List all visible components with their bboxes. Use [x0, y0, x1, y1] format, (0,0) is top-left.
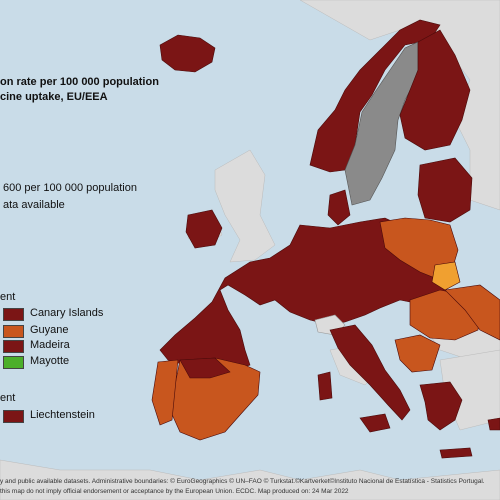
map-footer-line2: this map do not imply official endorseme…	[0, 488, 349, 495]
mayotte-swatch	[3, 356, 24, 369]
outermost-regions-header: ent	[0, 291, 16, 303]
legend-panel	[0, 60, 165, 430]
guyane-swatch	[3, 325, 24, 338]
madeira-label: Madeira	[30, 339, 70, 351]
map-title-line1: on rate per 100 000 population	[0, 76, 159, 88]
legend-item-no-data: ata available	[3, 199, 65, 211]
italy-region	[329, 324, 411, 421]
madeira-swatch	[3, 340, 24, 353]
cyprus-region	[487, 417, 500, 431]
denmark-region	[327, 189, 351, 226]
portugal-region	[151, 359, 179, 426]
legend-item-high-rate: 600 per 100 000 population	[3, 182, 137, 194]
ireland-region	[185, 209, 223, 249]
light-orange-region	[431, 261, 461, 291]
crete-region	[439, 447, 473, 459]
other-countries-header: ent	[0, 392, 16, 404]
greece-region	[419, 381, 463, 431]
map-footer-line1: y and public available datasets. Adminis…	[0, 478, 485, 485]
liechtenstein-swatch	[3, 410, 24, 423]
guyane-label: Guyane	[30, 324, 69, 336]
baltics-region	[417, 157, 473, 223]
iceland-region	[159, 34, 216, 73]
finland-region	[399, 29, 471, 151]
canary-islands-swatch	[3, 308, 24, 321]
canary-islands-label: Canary Islands	[30, 307, 104, 319]
liechtenstein-label: Liechtenstein	[30, 409, 95, 421]
sicily-region	[359, 413, 391, 433]
sardinia-region	[317, 371, 333, 401]
mayotte-label: Mayotte	[30, 355, 70, 367]
map-title-line2: cine uptake, EU/EEA	[0, 91, 108, 103]
eastern-orange-region	[444, 284, 500, 341]
spain-north-region	[179, 357, 231, 379]
balkans-region	[394, 334, 441, 373]
